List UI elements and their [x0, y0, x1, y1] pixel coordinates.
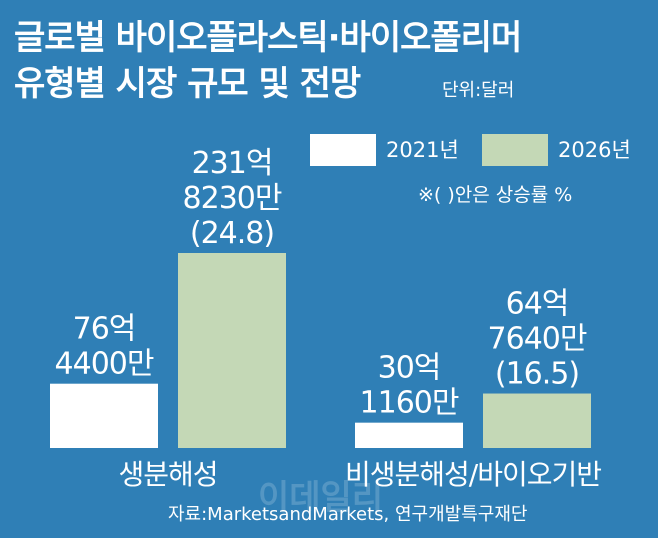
- bar-1-1: [483, 393, 591, 448]
- data-label-1-1-2: (16.5): [495, 357, 579, 392]
- data-label-0-1-0: 231억: [192, 146, 273, 181]
- chart-title-line-1: 글로벌 바이오플라스틱·바이오폴리머: [14, 18, 522, 58]
- data-label-1-0-1: 1160만: [360, 386, 459, 421]
- data-label-1-1-0: 64억: [506, 287, 569, 322]
- bar-0-1: [178, 253, 286, 448]
- unit-label: 단위:달러: [442, 80, 515, 101]
- category-label-0: 생분해성: [118, 458, 217, 491]
- watermark: 이데일리: [258, 478, 384, 518]
- category-label-1: 비생분해성/바이오기반: [345, 458, 601, 491]
- bar-0-0: [50, 383, 158, 448]
- legend-swatch-2021: [310, 134, 376, 166]
- data-label-0-0-1: 4400만: [55, 347, 154, 382]
- data-label-0-1-2: (24.8): [190, 216, 274, 251]
- data-label-1-0-0: 30억: [378, 351, 441, 386]
- source-note: 자료:MarketsandMarkets, 연구개발특구재단: [168, 504, 528, 525]
- chart-title-line-2: 유형별 시장 규모 및 전망: [14, 64, 361, 104]
- legend-swatch-2026: [482, 134, 548, 166]
- data-label-0-1-1: 8230만: [183, 181, 282, 216]
- data-label-0-0-0: 76억: [73, 312, 136, 347]
- data-label-1-1-1: 7640만: [488, 322, 587, 357]
- legend-label-2021: 2021년: [386, 138, 459, 162]
- growth-rate-note: ※( )안은 상승률 %: [418, 184, 573, 206]
- bar-1-0: [355, 422, 463, 448]
- legend-label-2026: 2026년: [558, 138, 631, 162]
